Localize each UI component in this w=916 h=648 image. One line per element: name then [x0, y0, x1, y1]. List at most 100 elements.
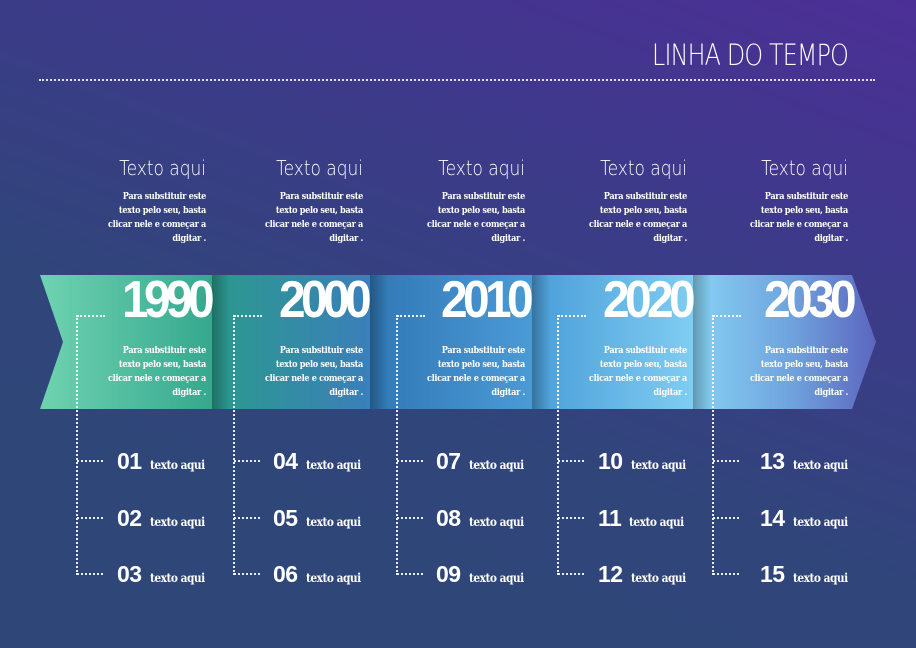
item-label: texto aqui [149, 570, 205, 585]
connector-vertical [396, 315, 398, 575]
description-line: texto pelo seu, basta [118, 359, 206, 370]
heading-line: digitar . [814, 233, 848, 244]
list-item: 09 texto aqui [436, 561, 533, 588]
heading-line: clicar nele e começar a [265, 219, 363, 230]
item-label: texto aqui [305, 457, 361, 472]
connector-branch [77, 460, 103, 462]
segment-description-1990: Para substituir este texto pelo seu, bas… [103, 344, 206, 400]
connector-branch [397, 573, 423, 575]
item-number: 07 [436, 448, 461, 474]
heading-line: clicar nele e começar a [108, 219, 206, 230]
heading-description: Para substituir este texto pelo seu, bas… [422, 190, 525, 246]
connector-branch [713, 573, 739, 575]
list-item: 13 texto aqui [760, 448, 857, 475]
item-label: texto aqui [630, 570, 686, 585]
heading-line: texto pelo seu, basta [275, 205, 363, 216]
connector-vertical [233, 315, 235, 575]
item-label: texto aqui [629, 514, 685, 529]
heading-line: Para substituir este [764, 191, 849, 202]
item-number: 01 [117, 448, 142, 474]
description-line: texto pelo seu, basta [760, 359, 848, 370]
list-item: 11 texto aqui [598, 505, 694, 532]
year-label-2020: 2020 [602, 271, 696, 329]
connector-branch [558, 517, 584, 519]
description-line: digitar . [653, 387, 687, 398]
column-heading-2030: Texto aqui Para substituir este texto pe… [728, 156, 848, 246]
description-line: clicar nele e começar a [265, 373, 363, 384]
item-number: 09 [436, 561, 461, 587]
item-number: 11 [598, 505, 622, 531]
heading-description: Para substituir este texto pelo seu, bas… [103, 190, 206, 246]
heading-line: Para substituir este [279, 191, 364, 202]
description-line: clicar nele e começar a [108, 373, 206, 384]
item-number: 02 [117, 505, 142, 531]
heading-line: clicar nele e começar a [750, 219, 848, 230]
item-label: texto aqui [149, 514, 205, 529]
description-line: Para substituir este [764, 345, 849, 356]
year-label-1990: 1990 [121, 271, 215, 329]
description-line: digitar . [491, 387, 525, 398]
list-item: 07 texto aqui [436, 448, 533, 475]
segment-description-2020: Para substituir este texto pelo seu, bas… [584, 344, 687, 400]
connector-top [397, 315, 425, 317]
heading-line: texto pelo seu, basta [760, 205, 848, 216]
list-item: 15 texto aqui [760, 561, 857, 588]
segment-2000 [212, 275, 370, 409]
list-item: 08 texto aqui [436, 505, 533, 532]
heading-title: Texto aqui [438, 156, 525, 180]
list-item: 02 texto aqui [117, 505, 214, 532]
heading-line: Para substituir este [441, 191, 526, 202]
description-line: digitar . [172, 387, 206, 398]
heading-line: digitar . [491, 233, 525, 244]
segment-description-2000: Para substituir este texto pelo seu, bas… [260, 344, 363, 400]
connector-vertical [557, 315, 559, 575]
connector-branch [713, 460, 739, 462]
title-divider [39, 79, 875, 81]
year-label-2030: 2030 [763, 271, 857, 329]
connector-branch [558, 460, 584, 462]
description-line: digitar . [814, 387, 848, 398]
list-item: 03 texto aqui [117, 561, 214, 588]
list-item: 12 texto aqui [598, 561, 695, 588]
item-number: 04 [273, 448, 298, 474]
item-number: 15 [760, 561, 785, 587]
item-label: texto aqui [792, 570, 848, 585]
heading-line: Para substituir este [603, 191, 688, 202]
connector-branch [397, 517, 423, 519]
column-heading-2000: Texto aqui Para substituir este texto pe… [243, 156, 363, 246]
description-line: clicar nele e começar a [750, 373, 848, 384]
connector-top [713, 315, 741, 317]
description-line: clicar nele e começar a [589, 373, 687, 384]
connector-branch [558, 573, 584, 575]
item-label: texto aqui [792, 514, 848, 529]
column-heading-2010: Texto aqui Para substituir este texto pe… [405, 156, 525, 246]
connector-branch [397, 460, 423, 462]
heading-line: clicar nele e começar a [427, 219, 525, 230]
segment-2030 [693, 275, 876, 409]
item-number: 13 [760, 448, 785, 474]
connector-branch [234, 517, 260, 519]
heading-title: Texto aqui [600, 156, 687, 180]
page-title: LINHA DO TEMPO [652, 38, 849, 72]
description-line: digitar . [329, 387, 363, 398]
heading-title: Texto aqui [276, 156, 363, 180]
connector-branch [77, 573, 103, 575]
connector-top [558, 315, 586, 317]
heading-description: Para substituir este texto pelo seu, bas… [584, 190, 687, 246]
heading-line: texto pelo seu, basta [437, 205, 525, 216]
item-number: 10 [598, 448, 623, 474]
heading-line: texto pelo seu, basta [118, 205, 206, 216]
heading-line: digitar . [653, 233, 687, 244]
description-line: texto pelo seu, basta [275, 359, 363, 370]
item-label: texto aqui [305, 514, 361, 529]
description-line: Para substituir este [122, 345, 207, 356]
item-number: 06 [273, 561, 298, 587]
heading-title: Texto aqui [119, 156, 206, 180]
segment-description-2010: Para substituir este texto pelo seu, bas… [422, 344, 525, 400]
list-item: 10 texto aqui [598, 448, 695, 475]
connector-branch [234, 460, 260, 462]
heading-line: clicar nele e começar a [589, 219, 687, 230]
connector-branch [713, 517, 739, 519]
description-line: texto pelo seu, basta [437, 359, 525, 370]
item-number: 12 [598, 561, 623, 587]
